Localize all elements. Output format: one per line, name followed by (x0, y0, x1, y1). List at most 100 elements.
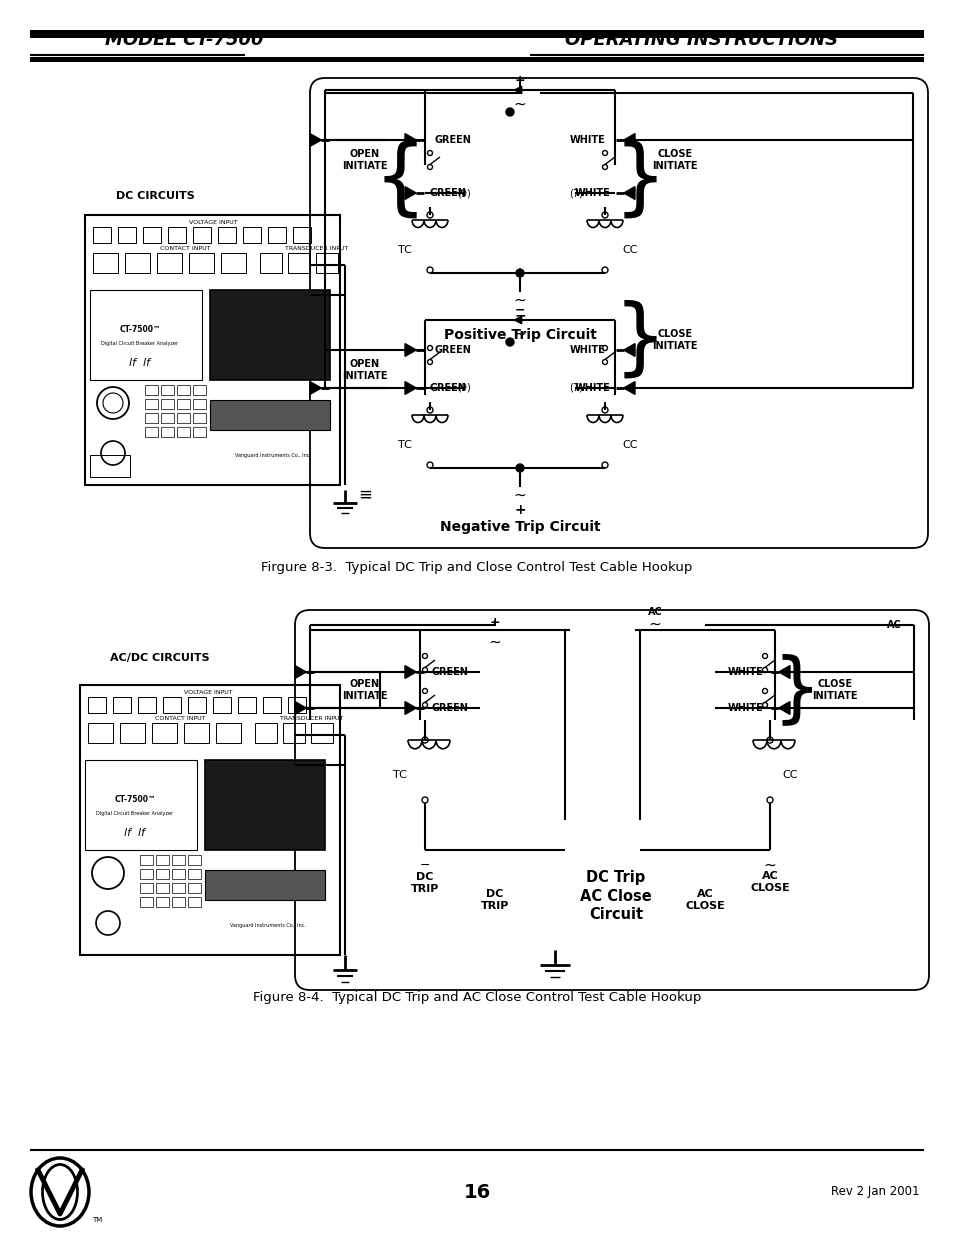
Text: VOLTAGE INPUT: VOLTAGE INPUT (184, 690, 233, 695)
Bar (205, 869, 325, 900)
Text: GREEN: GREEN (430, 383, 466, 393)
Text: TC: TC (397, 440, 412, 450)
Bar (125, 253, 150, 273)
Bar (188, 883, 201, 893)
Bar (156, 855, 169, 864)
Text: CT-7500™: CT-7500™ (119, 326, 161, 335)
Text: ~: ~ (513, 293, 526, 308)
Text: ~: ~ (488, 635, 501, 650)
Circle shape (516, 464, 523, 472)
Bar (293, 227, 311, 243)
Text: OPEN
INITIATE: OPEN INITIATE (342, 679, 387, 701)
Text: AC
CLOSE: AC CLOSE (749, 871, 789, 893)
Text: WHITE: WHITE (569, 135, 604, 144)
Text: GREEN: GREEN (435, 135, 472, 144)
Bar (218, 227, 235, 243)
Text: (9): (9) (456, 383, 470, 393)
Text: AC: AC (885, 620, 901, 630)
Polygon shape (623, 343, 635, 357)
Text: AC/DC CIRCUITS: AC/DC CIRCUITS (111, 653, 210, 663)
Polygon shape (778, 701, 789, 714)
Bar (85, 215, 339, 485)
Bar (30, 30, 923, 38)
Text: CC: CC (621, 245, 638, 254)
Bar (85, 760, 196, 850)
Text: ~: ~ (762, 857, 776, 872)
Bar (315, 253, 337, 273)
Bar (188, 869, 201, 879)
Bar (120, 722, 145, 743)
Text: Figure 8-4.  Typical DC Trip and AC Close Control Test Cable Hookup: Figure 8-4. Typical DC Trip and AC Close… (253, 992, 700, 1004)
Text: 16: 16 (463, 1182, 490, 1202)
Bar (80, 685, 339, 955)
Text: DC
TRIP: DC TRIP (411, 872, 438, 894)
Text: WHITE: WHITE (569, 345, 604, 354)
Text: GREEN: GREEN (430, 188, 466, 198)
Bar (243, 227, 261, 243)
Bar (172, 869, 185, 879)
Bar (188, 897, 201, 906)
Text: −: − (419, 858, 430, 872)
Text: CLOSE
INITIATE: CLOSE INITIATE (811, 679, 857, 701)
Text: Vanguard Instruments Co., Inc.: Vanguard Instruments Co., Inc. (230, 923, 306, 927)
Bar (157, 253, 182, 273)
Text: +: + (514, 503, 525, 517)
Text: GREEN: GREEN (432, 703, 468, 713)
Bar (177, 427, 190, 437)
Polygon shape (405, 186, 416, 199)
Bar (145, 385, 158, 395)
Bar (210, 400, 330, 430)
Bar (177, 399, 190, 409)
Text: Vanguard Instruments Co., Inc.: Vanguard Instruments Co., Inc. (234, 452, 311, 457)
Text: CT-7500™: CT-7500™ (114, 795, 155, 804)
Polygon shape (405, 666, 416, 678)
Bar (193, 399, 206, 409)
Text: OPEN
INITIATE: OPEN INITIATE (342, 359, 387, 382)
Text: CC: CC (621, 440, 638, 450)
Text: Negative Trip Circuit: Negative Trip Circuit (439, 520, 599, 534)
Bar (184, 722, 209, 743)
Circle shape (516, 269, 523, 277)
Bar (311, 722, 333, 743)
Bar (145, 412, 158, 424)
Bar (92, 227, 111, 243)
Bar (161, 427, 173, 437)
Bar (288, 697, 306, 713)
Polygon shape (623, 382, 635, 394)
Bar (143, 227, 161, 243)
Text: TC: TC (393, 769, 407, 781)
Text: DC CIRCUITS: DC CIRCUITS (115, 191, 194, 201)
Text: (9): (9) (456, 188, 470, 198)
Text: WHITE: WHITE (726, 667, 762, 677)
Bar (210, 290, 330, 380)
Circle shape (505, 107, 514, 116)
Bar (140, 855, 152, 864)
Bar (161, 399, 173, 409)
Text: +: + (515, 74, 525, 86)
Bar (118, 227, 136, 243)
Bar (283, 722, 305, 743)
Text: }: } (772, 653, 821, 727)
Bar (172, 883, 185, 893)
Text: ~: ~ (648, 616, 660, 631)
Bar (112, 697, 131, 713)
Text: ~: ~ (513, 96, 526, 111)
Text: CLOSE
INITIATE: CLOSE INITIATE (652, 148, 697, 172)
Text: OPEN
INITIATE: OPEN INITIATE (342, 148, 387, 172)
Bar (172, 897, 185, 906)
Bar (152, 722, 177, 743)
Polygon shape (405, 382, 416, 394)
Bar (92, 253, 118, 273)
Bar (145, 399, 158, 409)
Bar (90, 454, 130, 477)
Bar (156, 897, 169, 906)
Text: (7): (7) (569, 188, 582, 198)
Text: Positive Trip Circuit: Positive Trip Circuit (443, 329, 596, 342)
Text: GREEN: GREEN (432, 667, 468, 677)
Bar (140, 897, 152, 906)
Text: }: } (613, 140, 666, 221)
Polygon shape (310, 382, 321, 394)
Text: TM: TM (91, 1216, 102, 1223)
Text: ~: ~ (513, 488, 526, 503)
Text: WHITE: WHITE (726, 703, 762, 713)
